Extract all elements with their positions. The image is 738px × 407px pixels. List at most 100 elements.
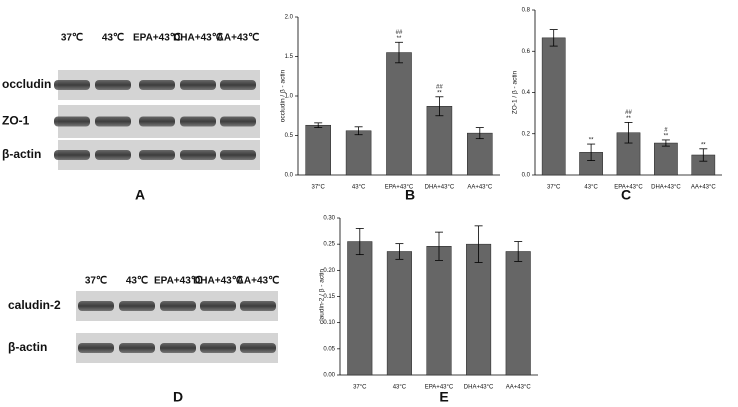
bar bbox=[345, 130, 372, 176]
y-axis-label: ZO-1 / β - actin bbox=[512, 70, 519, 114]
error-bar bbox=[514, 241, 523, 262]
x-tick-label: DHA+43°C bbox=[651, 185, 681, 191]
bar bbox=[505, 251, 531, 376]
significance-mark: ## bbox=[436, 84, 443, 90]
significance-mark: ** bbox=[626, 116, 631, 122]
y-tick-label: 0.10 bbox=[323, 320, 335, 326]
y-tick-label: 0.8 bbox=[522, 8, 531, 14]
panel-label: E bbox=[439, 389, 448, 405]
x-tick-label: EPA+43°C bbox=[425, 385, 454, 391]
blot-band bbox=[54, 116, 90, 127]
blot-band bbox=[139, 116, 175, 127]
y-tick-label: 1.0 bbox=[285, 94, 294, 100]
x-tick-label: 37°C bbox=[353, 385, 367, 391]
blot-band bbox=[95, 116, 131, 127]
significance-mark: ## bbox=[625, 110, 632, 116]
bar bbox=[467, 132, 493, 176]
x-tick-label: AA+43°C bbox=[467, 185, 493, 191]
x-tick-label: 37°C bbox=[311, 185, 325, 191]
blot-band bbox=[54, 80, 90, 90]
x-tick-label: AA+43°C bbox=[691, 185, 717, 191]
lane-label: EPA+43℃ bbox=[154, 276, 202, 287]
error-bar bbox=[314, 122, 323, 128]
lane-label: AA+43℃ bbox=[217, 33, 260, 44]
x-tick-label: 43°C bbox=[352, 185, 366, 191]
x-tick-label: EPA+43°C bbox=[614, 185, 643, 191]
x-tick-label: 37°C bbox=[547, 185, 561, 191]
blot-band bbox=[139, 80, 175, 90]
y-tick-label: 1.5 bbox=[285, 54, 294, 60]
lane-label: 37℃ bbox=[85, 276, 107, 287]
y-tick-label: 0.5 bbox=[285, 133, 294, 139]
blot-band bbox=[220, 150, 256, 160]
y-tick-label: 0.2 bbox=[522, 131, 531, 137]
blot-band bbox=[180, 80, 216, 90]
lane-label: 43℃ bbox=[126, 276, 148, 287]
y-tick-label: 0.4 bbox=[522, 90, 531, 96]
y-tick-label: 0.0 bbox=[522, 173, 531, 179]
error-bar bbox=[435, 231, 443, 261]
error-bar bbox=[355, 228, 364, 256]
y-tick-label: 0.00 bbox=[323, 373, 335, 379]
error-bar bbox=[549, 29, 558, 47]
lane-label: AA+43℃ bbox=[237, 276, 280, 287]
error-bar bbox=[475, 127, 484, 140]
blot-band bbox=[119, 343, 155, 353]
row-label: occludin bbox=[2, 77, 51, 91]
lane-label: 43℃ bbox=[102, 33, 124, 44]
panel-label: C bbox=[621, 187, 631, 203]
blot-band bbox=[119, 301, 155, 311]
x-tick-label: DHA+43°C bbox=[464, 385, 494, 391]
y-axis-label: claudin-2 / β - actin bbox=[319, 269, 326, 324]
x-tick-label: 43°C bbox=[584, 185, 598, 191]
row-label: β-actin bbox=[2, 147, 41, 161]
blot-band bbox=[95, 150, 131, 160]
blot-band bbox=[240, 301, 276, 311]
error-bar bbox=[474, 225, 483, 263]
y-tick-label: 0.05 bbox=[323, 346, 335, 352]
row-label: caludin-2 bbox=[8, 298, 61, 312]
bar bbox=[426, 106, 453, 176]
significance-mark: ## bbox=[396, 30, 403, 36]
lane-label: DHA+43℃ bbox=[173, 33, 223, 44]
y-tick-label: 0.25 bbox=[323, 242, 335, 248]
x-tick-label: EPA+43°C bbox=[385, 185, 414, 191]
error-bar bbox=[587, 143, 596, 161]
bar bbox=[347, 241, 373, 376]
panel-label: B bbox=[405, 187, 415, 203]
error-bar bbox=[624, 122, 633, 144]
lane-label: 37℃ bbox=[61, 33, 83, 44]
lane-label: DHA+43℃ bbox=[193, 276, 243, 287]
row-label: β-actin bbox=[8, 340, 47, 354]
error-bar bbox=[435, 96, 444, 117]
lane-label: EPA+43℃ bbox=[133, 33, 181, 44]
panel-label: D bbox=[173, 389, 183, 405]
significance-mark: # bbox=[664, 128, 668, 134]
error-bar bbox=[661, 139, 670, 147]
significance-mark: ** bbox=[437, 90, 442, 96]
blot-band bbox=[160, 301, 196, 311]
y-tick-label: 2.0 bbox=[285, 15, 294, 21]
y-axis-label: occludin / β - actin bbox=[280, 69, 287, 122]
blot-band bbox=[54, 150, 90, 160]
x-tick-label: AA+43°C bbox=[506, 385, 532, 391]
y-tick-label: 0.0 bbox=[285, 173, 294, 179]
blot-band bbox=[220, 80, 256, 90]
blot-band bbox=[160, 343, 196, 353]
y-tick-label: 0.6 bbox=[522, 49, 531, 55]
bar bbox=[426, 246, 452, 376]
error-bar bbox=[354, 126, 363, 136]
bar bbox=[305, 124, 331, 176]
bar bbox=[654, 142, 678, 176]
y-tick-label: 0.15 bbox=[323, 294, 335, 300]
significance-mark: ** bbox=[664, 134, 669, 140]
x-tick-label: DHA+43°C bbox=[425, 185, 455, 191]
bar bbox=[386, 52, 412, 176]
error-bar bbox=[699, 148, 708, 162]
blot-band bbox=[180, 150, 216, 160]
bar bbox=[466, 243, 492, 376]
significance-mark: ** bbox=[701, 142, 706, 148]
blot-band bbox=[139, 150, 175, 160]
blot-band bbox=[78, 301, 114, 311]
